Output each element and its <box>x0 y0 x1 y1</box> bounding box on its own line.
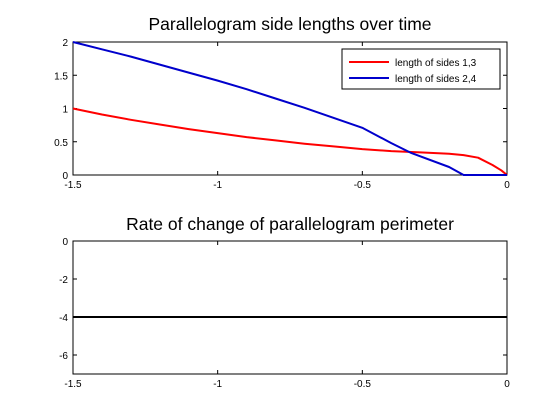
axis-ticks: -1.5 -1 -0.5 0 0 -2 -4 -6 <box>59 237 510 390</box>
x-tick-label: -1 <box>213 180 222 191</box>
side-lengths-chart: Parallelogram side lengths over time -1.… <box>54 14 510 191</box>
y-tick-label: -2 <box>59 275 68 286</box>
legend-box <box>341 48 501 90</box>
x-tick-label: 0 <box>504 180 510 191</box>
y-tick-label: 0 <box>62 171 68 182</box>
series-group <box>72 41 508 176</box>
perimeter-rate-chart: Rate of change of parallelogram perimete… <box>59 214 510 390</box>
chart-title: Parallelogram side lengths over time <box>148 14 431 34</box>
x-tick-label: -1.5 <box>64 379 82 390</box>
legend-label-sides13: length of sides 1,3 <box>395 58 477 69</box>
y-tick-label: 1.5 <box>54 71 68 82</box>
series-line-sides24 <box>72 41 507 176</box>
y-tick-label: 1 <box>62 105 68 116</box>
x-tick-label: -0.5 <box>354 379 372 390</box>
x-tick-label: -1.5 <box>64 180 82 191</box>
legend: length of sides 1,3 length of sides 2,4 <box>341 48 501 90</box>
x-tick-label: -1 <box>213 379 222 390</box>
chart-title: Rate of change of parallelogram perimete… <box>126 214 454 234</box>
y-tick-label: 0 <box>62 237 68 248</box>
series-line-sides13 <box>72 107 508 176</box>
y-tick-label: 2 <box>62 38 68 49</box>
x-tick-label: -0.5 <box>354 180 372 191</box>
plot-area <box>72 240 508 375</box>
axis-ticks: -1.5 -1 -0.5 0 0 0.5 1 1.5 2 <box>54 38 510 191</box>
legend-label-sides24: length of sides 2,4 <box>395 74 477 85</box>
y-tick-label: 0.5 <box>54 138 68 149</box>
x-tick-label: 0 <box>504 379 510 390</box>
y-tick-label: -4 <box>59 313 68 324</box>
y-tick-label: -6 <box>59 351 68 362</box>
